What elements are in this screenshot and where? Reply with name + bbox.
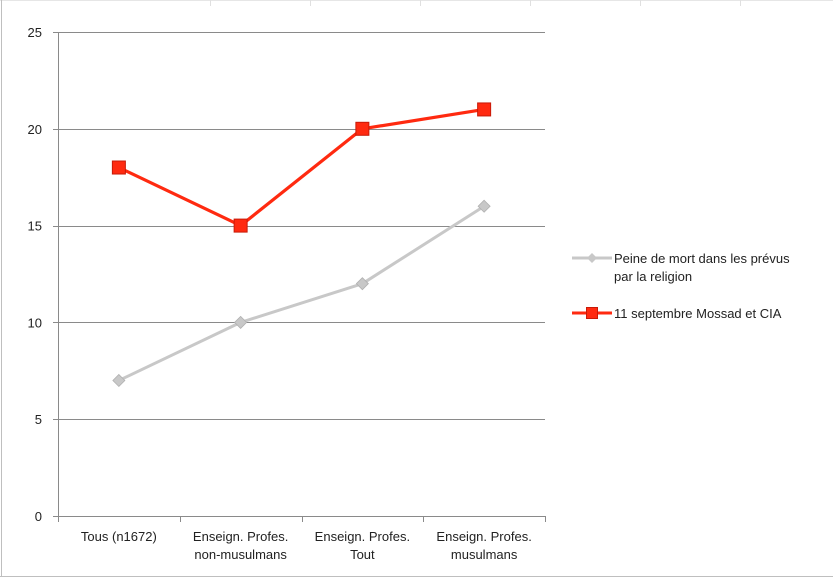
legend-label: Peine de mort dans les prévus par la reli… <box>614 251 790 284</box>
gridlines <box>58 32 545 420</box>
legend: Peine de mort dans les prévus par la reli… <box>572 251 790 321</box>
x-tick-label: Enseign. Profes. non-musulmans <box>193 529 288 562</box>
data-point-diamond <box>477 199 491 213</box>
y-tick-label: 0 <box>35 509 42 524</box>
data-point-diamond <box>112 373 126 388</box>
x-tick-labels: Tous (n1672) Enseign. Profes. non-musulman… <box>81 529 532 562</box>
data-point-square <box>233 218 248 233</box>
series-1 <box>112 199 491 388</box>
data-point-square <box>477 102 492 117</box>
legend-label: 11 septembre Mossad et CIA <box>614 306 782 321</box>
legend-marker <box>587 253 597 263</box>
legend-label-line: 11 septembre Mossad et CIA <box>614 306 782 321</box>
y-tick-label: 10 <box>28 315 42 330</box>
series-2 <box>111 102 492 233</box>
legend-label-line: Peine de mort dans les prévus <box>614 251 790 266</box>
x-tick-label-line: Enseign. Profes. <box>315 529 410 544</box>
y-tick-labels: 0 5 10 15 20 25 <box>28 25 42 524</box>
data-point-square <box>111 160 126 175</box>
y-tick-label: 5 <box>35 412 42 427</box>
y-tick-label: 20 <box>28 122 42 137</box>
data-point-square <box>355 121 370 136</box>
x-tick-label-line: musulmans <box>451 547 518 562</box>
series-line <box>118 204 485 382</box>
x-tick-label: Enseign. Profes. musulmans <box>436 529 531 562</box>
y-tick-label: 15 <box>28 219 42 234</box>
legend-item-2: 11 septembre Mossad et CIA <box>572 306 782 321</box>
data-point-diamond <box>234 315 248 329</box>
legend-item-1: Peine de mort dans les prévus par la reli… <box>572 251 790 284</box>
legend-label-line: par la religion <box>614 269 692 284</box>
data-series <box>111 102 492 388</box>
x-tick-label-line: Tout <box>350 547 375 562</box>
series-line <box>118 107 485 228</box>
x-tick-label-line: Enseign. Profes. <box>436 529 531 544</box>
x-tick-label-line: non-musulmans <box>194 547 287 562</box>
data-point-diamond <box>355 277 369 291</box>
axes <box>53 32 546 522</box>
y-tick-label: 25 <box>28 25 42 40</box>
x-tick-label-line: Enseign. Profes. <box>193 529 288 544</box>
x-tick-label: Enseign. Profes. Tout <box>315 529 410 562</box>
x-tick-label: Tous (n1672) <box>81 529 157 544</box>
x-tick-label-line: Tous (n1672) <box>81 529 157 544</box>
legend-marker <box>586 307 598 319</box>
